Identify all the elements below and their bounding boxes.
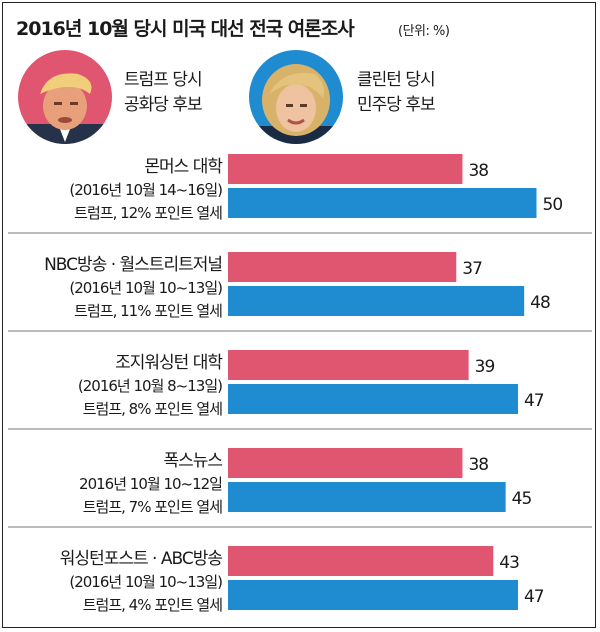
poll-gap-label: 트럼프, 11% 포인트 열세: [74, 302, 222, 320]
trump-portrait: [18, 50, 112, 144]
poll-date-label: (2016년 10월 10~13일): [69, 279, 222, 297]
clinton-bar: [228, 188, 537, 218]
trump-value-label: 38: [468, 455, 488, 475]
unit-label: (단위: %): [398, 24, 450, 39]
clinton-legend: 클린턴 당시 민주당 후보: [357, 68, 436, 118]
poll-date-label: (2016년 10월 14~16일): [69, 181, 222, 199]
clinton-value-label: 47: [524, 587, 544, 607]
trump-value-label: 39: [475, 357, 495, 377]
poll-date-label: (2016년 10월 10~13일): [69, 573, 222, 591]
poll-name-label: 워싱턴포스트 · ABC방송: [60, 549, 223, 569]
trump-bar: [228, 546, 494, 576]
poll-date-label: (2016년 10월 8~13일): [78, 377, 222, 395]
chart-title: 2016년 10월 당시 미국 대선 전국 여론조사: [16, 18, 355, 40]
poll-name-label: 몬머스 대학: [144, 157, 223, 177]
clinton-bar: [228, 286, 525, 316]
clinton-portrait: [249, 50, 343, 144]
trump-value-label: 43: [499, 553, 519, 573]
poll-date-label: 2016년 10월 10~12일: [79, 475, 222, 493]
trump-bar: [228, 448, 463, 478]
poll-name-label: 폭스뉴스: [163, 451, 222, 471]
poll-name-label: NBC방송 · 월스트리트저널: [44, 255, 222, 275]
clinton-legend-line2: 민주당 후보: [357, 95, 436, 115]
trump-value-label: 37: [462, 259, 482, 279]
poll-gap-label: 트럼프, 12% 포인트 열세: [74, 204, 222, 222]
poll-gap-label: 트럼프, 8% 포인트 열세: [83, 400, 222, 418]
clinton-value-label: 50: [543, 195, 563, 215]
clinton-bar: [228, 580, 518, 610]
poll-gap-label: 트럼프, 4% 포인트 열세: [83, 596, 222, 614]
clinton-bar: [228, 482, 506, 512]
poll-gap-label: 트럼프, 7% 포인트 열세: [83, 498, 222, 516]
clinton-value-label: 48: [530, 293, 550, 313]
trump-legend-line2: 공화당 후보: [124, 95, 203, 115]
clinton-legend-line1: 클린턴 당시: [357, 70, 436, 90]
trump-bar: [228, 350, 469, 380]
poll-name-label: 조지워싱턴 대학: [115, 353, 223, 373]
trump-value-label: 38: [468, 161, 488, 181]
clinton-bar: [228, 384, 518, 414]
trump-legend-line1: 트럼프 당시: [124, 70, 203, 90]
trump-bar: [228, 252, 457, 282]
clinton-value-label: 47: [524, 391, 544, 411]
clinton-value-label: 45: [512, 489, 532, 509]
trump-bar: [228, 154, 463, 184]
trump-legend: 트럼프 당시 공화당 후보: [124, 68, 203, 118]
